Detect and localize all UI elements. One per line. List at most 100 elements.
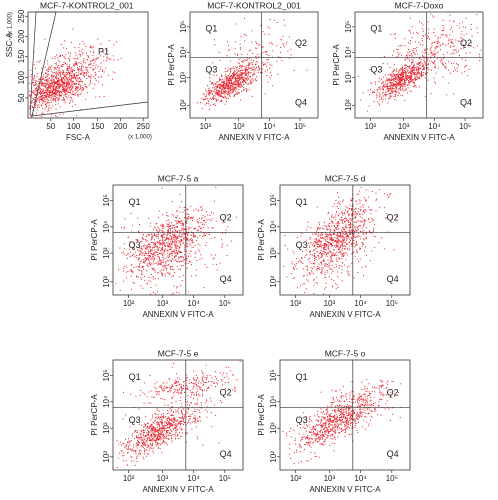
event-dot — [248, 63, 250, 65]
event-dot — [381, 88, 383, 90]
event-dot — [199, 226, 201, 228]
event-dot — [418, 69, 419, 71]
event-dot — [44, 99, 46, 100]
event-dot — [404, 82, 406, 84]
event-dot — [196, 269, 198, 271]
event-dot — [307, 221, 309, 223]
event-dot — [63, 94, 65, 96]
event-dot — [456, 63, 457, 65]
event-dot — [45, 73, 47, 74]
event-dot — [452, 93, 454, 95]
event-dot — [234, 80, 236, 82]
event-dot — [32, 82, 33, 84]
event-dot — [162, 223, 163, 225]
event-dot — [50, 97, 52, 99]
event-dot — [395, 84, 397, 86]
event-dot — [408, 80, 409, 81]
event-dot — [233, 90, 235, 91]
event-dot — [311, 244, 313, 246]
event-dot — [219, 216, 221, 218]
event-dot — [32, 106, 33, 108]
event-dot — [146, 247, 148, 248]
event-dot — [200, 206, 202, 208]
event-dot — [36, 89, 38, 91]
event-dot — [53, 75, 54, 77]
event-dot — [321, 254, 323, 256]
event-dot — [436, 52, 438, 54]
event-dot — [162, 244, 164, 246]
event-dot — [413, 73, 415, 75]
event-dot — [266, 54, 268, 55]
event-dot — [175, 240, 177, 242]
event-dot — [163, 226, 165, 228]
event-dot — [327, 225, 329, 227]
event-dot — [71, 80, 73, 82]
event-dot — [226, 93, 228, 95]
event-dot — [51, 93, 53, 95]
event-dot — [208, 219, 210, 220]
event-dot — [70, 92, 71, 94]
event-dot — [76, 86, 78, 88]
event-dot — [312, 245, 314, 247]
event-dot — [234, 94, 236, 95]
event-dot — [338, 248, 340, 250]
event-dot — [196, 221, 198, 223]
event-dot — [395, 89, 397, 91]
event-dot — [157, 272, 159, 274]
event-dot — [237, 78, 239, 79]
event-dot — [318, 239, 320, 241]
event-dot — [50, 99, 52, 101]
event-dot — [153, 253, 155, 255]
event-dot — [92, 69, 94, 71]
event-dot — [154, 226, 156, 228]
event-dot — [164, 275, 166, 277]
event-dot — [239, 43, 241, 45]
event-dot — [410, 79, 412, 81]
event-dot — [310, 227, 312, 229]
event-dot — [42, 100, 44, 102]
event-dot — [178, 258, 180, 260]
event-dot — [344, 228, 345, 230]
event-dot — [394, 94, 396, 95]
event-dot — [59, 83, 61, 85]
event-dot — [434, 35, 436, 37]
event-dot — [73, 69, 74, 71]
event-dot — [357, 220, 359, 221]
event-dot — [164, 249, 165, 251]
event-dot — [431, 54, 433, 56]
event-dot — [179, 252, 181, 254]
event-dot — [319, 240, 320, 242]
event-dot — [323, 260, 324, 262]
event-dot — [151, 238, 153, 240]
event-dot — [426, 64, 428, 66]
event-dot — [46, 84, 48, 85]
event-dot — [93, 76, 95, 78]
event-dot — [39, 92, 41, 94]
event-dot — [234, 71, 236, 73]
event-dot — [382, 99, 384, 101]
event-dot — [175, 235, 177, 237]
event-dot — [335, 288, 337, 290]
event-dot — [51, 70, 53, 72]
event-dot — [152, 442, 153, 444]
event-dot — [68, 71, 70, 73]
event-dot — [74, 84, 76, 86]
event-dot — [133, 243, 135, 245]
event-dot — [443, 56, 445, 58]
event-dot — [87, 70, 89, 72]
event-dot — [193, 209, 195, 211]
event-dot — [370, 212, 372, 214]
event-dot — [161, 431, 163, 433]
event-dot — [236, 73, 237, 75]
event-dot — [130, 460, 132, 462]
event-dot — [151, 268, 153, 269]
event-dot — [188, 216, 189, 217]
event-dot — [170, 232, 171, 234]
event-dot — [56, 87, 58, 89]
event-dot — [388, 79, 389, 81]
x-tick-label: 250 — [137, 122, 151, 131]
event-dot — [100, 62, 102, 64]
event-dot — [83, 76, 85, 78]
event-dot — [83, 59, 85, 61]
event-dot — [164, 243, 166, 244]
